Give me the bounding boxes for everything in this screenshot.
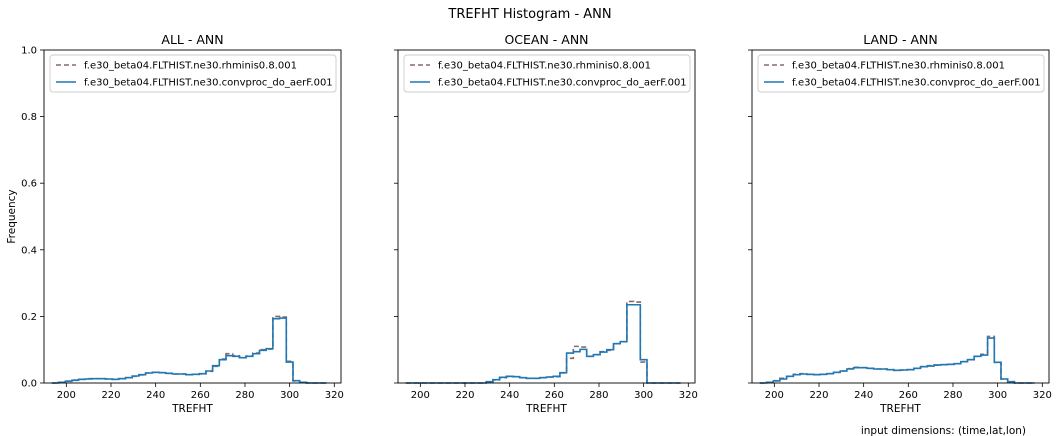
y-axis-label: Frequency — [6, 189, 18, 243]
x-tick-label: 260 — [191, 390, 210, 401]
legend-entry: f.e30_beta04.FLTHIST.ne30.convproc_do_ae… — [438, 78, 687, 89]
x-tick-label: 280 — [235, 390, 254, 401]
legend-entry: f.e30_beta04.FLTHIST.ne30.rhminis0.8.001 — [792, 61, 1005, 72]
histogram-line-convproc — [759, 337, 1035, 384]
y-tick-label: 0.0 — [21, 379, 37, 390]
x-tick-label: 300 — [988, 390, 1007, 401]
panel-land: LAND - ANN 200 220 240 260 280 300 320 TREFHT f.e… — [748, 32, 1052, 415]
y-tick-label: 0.6 — [21, 179, 37, 190]
x-tick-label: 200 — [57, 390, 76, 401]
x-tick-label: 280 — [943, 390, 962, 401]
legend-box — [403, 54, 691, 93]
x-axis-label: TREFHT — [879, 403, 921, 415]
x-tick-label: 240 — [500, 390, 519, 401]
legend-box — [757, 54, 1045, 93]
legend-entry: f.e30_beta04.FLTHIST.ne30.convproc_do_ae… — [84, 78, 333, 89]
x-tick-label: 220 — [101, 390, 120, 401]
y-tick-label: 0.4 — [21, 245, 37, 256]
legend: f.e30_beta04.FLTHIST.ne30.rhminis0.8.001… — [49, 54, 337, 93]
x-tick-label: 200 — [411, 390, 430, 401]
x-axis-label: TREFHT — [525, 403, 567, 415]
panels: ALL - ANN 200 220 240 260 280 300 320 TREFHT 0.0 0… — [6, 32, 1052, 415]
input-dimensions-note: input dimensions: (time,lat,lon) — [861, 425, 1026, 436]
x-tick-label: 300 — [634, 390, 653, 401]
x-tick-label: 320 — [325, 390, 344, 401]
x-tick-label: 320 — [1033, 390, 1052, 401]
legend: f.e30_beta04.FLTHIST.ne30.rhminis0.8.001… — [757, 54, 1045, 93]
y-tick-label: 0.2 — [21, 312, 37, 323]
legend-entry: f.e30_beta04.FLTHIST.ne30.rhminis0.8.001 — [438, 61, 651, 72]
legend-entry: f.e30_beta04.FLTHIST.ne30.convproc_do_ae… — [792, 78, 1041, 89]
x-axis-label: TREFHT — [171, 403, 213, 415]
y-tick-label: 0.8 — [21, 112, 37, 123]
panel-all: ALL - ANN 200 220 240 260 280 300 320 TREFHT 0.0 0… — [6, 32, 344, 415]
x-tick-label: 220 — [455, 390, 474, 401]
figure-suptitle: TREFHT Histogram - ANN — [447, 7, 611, 22]
legend-box — [49, 54, 337, 93]
x-tick-label: 220 — [809, 390, 828, 401]
panel-ocean: OCEAN - ANN 200 220 240 260 280 300 320 TREFHT f.… — [394, 32, 698, 415]
x-tick-label: 240 — [854, 390, 873, 401]
x-tick-label: 300 — [280, 390, 299, 401]
x-tick-label: 240 — [146, 390, 165, 401]
panel-title: ALL - ANN — [161, 32, 223, 47]
x-tick-label: 280 — [589, 390, 608, 401]
panel-title: OCEAN - ANN — [504, 32, 588, 47]
legend-entry: f.e30_beta04.FLTHIST.ne30.rhminis0.8.001 — [84, 61, 297, 72]
axes-frame — [397, 49, 696, 384]
x-tick-label: 200 — [765, 390, 784, 401]
panel-title: LAND - ANN — [863, 32, 938, 47]
histogram-line-convproc — [51, 317, 327, 384]
axes-frame — [751, 49, 1050, 384]
x-tick-label: 260 — [899, 390, 918, 401]
x-tick-label: 320 — [679, 390, 698, 401]
y-tick-label: 1.0 — [21, 46, 37, 57]
legend: f.e30_beta04.FLTHIST.ne30.rhminis0.8.001… — [403, 54, 691, 93]
axes-frame — [43, 49, 342, 384]
x-tick-label: 260 — [545, 390, 564, 401]
